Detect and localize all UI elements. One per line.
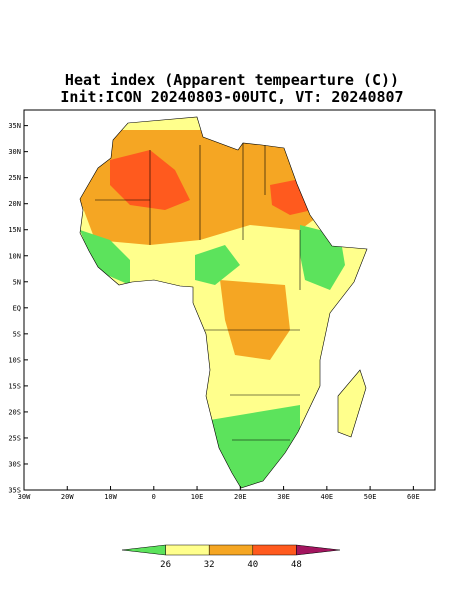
colorbar-label: 48 xyxy=(291,560,302,570)
x-tick-label: 30W xyxy=(18,493,31,501)
colorbar-segment xyxy=(296,544,341,556)
madagascar xyxy=(337,369,367,438)
y-tick-label: 10S xyxy=(8,356,21,364)
y-tick-label: 5N xyxy=(13,278,21,286)
y-tick-label: 20S xyxy=(8,408,21,416)
y-tick-label: 35S xyxy=(8,487,21,495)
x-tick-label: 50E xyxy=(364,493,377,501)
x-tick-label: 10W xyxy=(104,493,117,501)
africa-coast xyxy=(79,116,368,489)
y-tick-label: 35N xyxy=(8,122,21,130)
y-tick-label: 20N xyxy=(8,200,21,208)
y-tick-label: EQ xyxy=(13,304,21,312)
y-tick-label: 10N xyxy=(8,252,21,260)
y-tick-label: 30N xyxy=(8,148,21,156)
x-tick-label: 30E xyxy=(277,493,290,501)
x-tick-label: 20W xyxy=(61,493,74,501)
colorbar-label: 40 xyxy=(247,560,258,570)
x-tick-label: 10E xyxy=(191,493,204,501)
colorbar-segment xyxy=(121,544,166,556)
x-tick-label: 20E xyxy=(234,493,247,501)
colorbar-segment xyxy=(252,544,297,556)
country-borders xyxy=(95,143,301,441)
y-tick-label: 5S xyxy=(13,330,21,338)
colorbar-label: 26 xyxy=(160,560,171,570)
y-tick-label: 25N xyxy=(8,174,21,182)
colorbar-segment xyxy=(208,544,254,556)
colorbar-segment xyxy=(165,544,210,556)
map-title: Heat index (Apparent tempearture (C)) xyxy=(65,71,399,89)
y-tick-label: 30S xyxy=(8,460,21,468)
map-subtitle: Init:ICON 20240803-00UTC, VT: 20240807 xyxy=(60,88,403,106)
x-tick-label: 40E xyxy=(321,493,334,501)
y-tick-label: 25S xyxy=(8,434,21,442)
y-tick-label: 15S xyxy=(8,382,21,390)
y-tick-label: 15N xyxy=(8,226,21,234)
x-tick-label: 0 xyxy=(152,493,156,501)
colorbar-label: 32 xyxy=(204,560,215,570)
x-tick-label: 60E xyxy=(407,493,420,501)
